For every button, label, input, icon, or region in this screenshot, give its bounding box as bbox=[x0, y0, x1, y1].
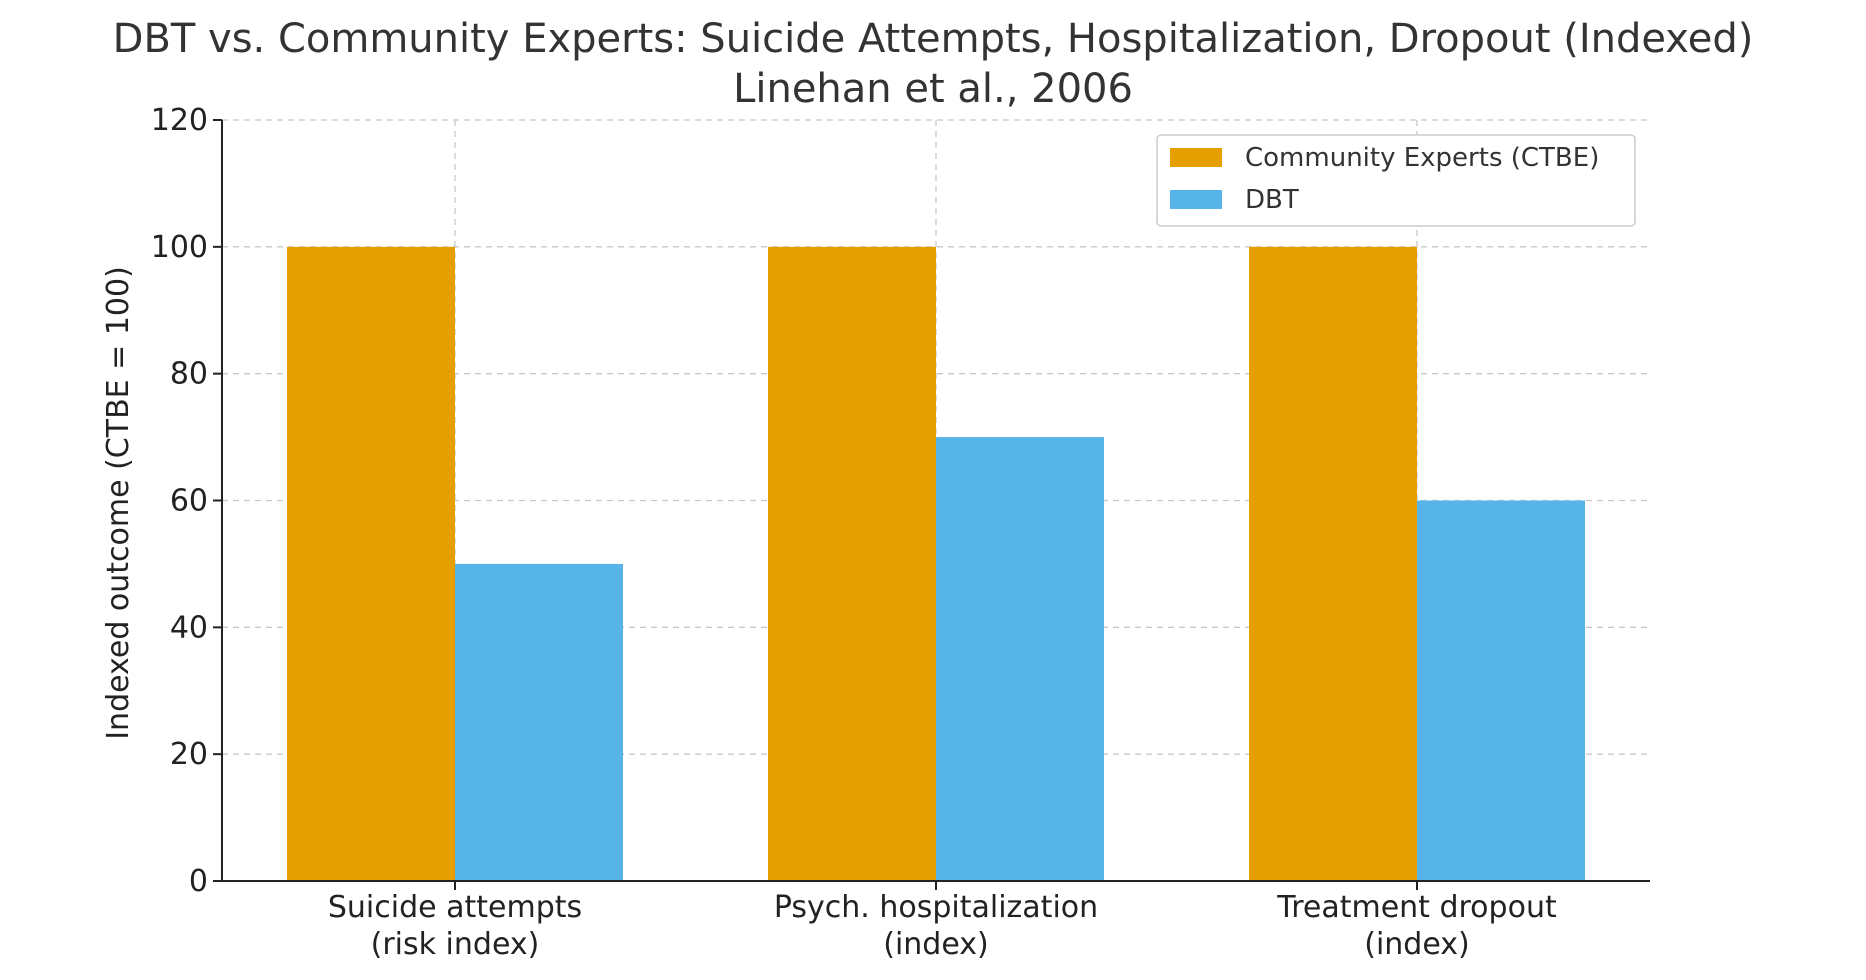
x-ticks: Suicide attempts(risk index) Psych. hospi… bbox=[328, 881, 1557, 962]
x-tick-label: (index) bbox=[1364, 927, 1469, 962]
bar-ctbe-1 bbox=[768, 246, 936, 882]
x-tick-label: (index) bbox=[883, 927, 988, 962]
legend-swatch-dbt bbox=[1170, 190, 1222, 209]
x-tick-label: (risk index) bbox=[371, 927, 540, 962]
bars bbox=[287, 246, 1585, 882]
y-tick-label: 40 bbox=[170, 610, 208, 645]
legend-label-ctbe: Community Experts (CTBE) bbox=[1245, 143, 1599, 173]
bar-ctbe-0 bbox=[287, 246, 455, 882]
x-tick-label: Psych. hospitalization bbox=[774, 890, 1098, 925]
bar-dbt-1 bbox=[936, 437, 1104, 881]
bar-dbt-2 bbox=[1417, 500, 1585, 881]
legend-label-dbt: DBT bbox=[1245, 185, 1299, 215]
legend: Community Experts (CTBE) DBT bbox=[1156, 134, 1636, 227]
x-tick-label: Treatment dropout bbox=[1276, 890, 1557, 925]
chart-subtitle: Linehan et al., 2006 bbox=[733, 66, 1133, 112]
bar-dbt-0 bbox=[455, 563, 623, 881]
y-tick-label: 60 bbox=[170, 484, 208, 519]
y-tick-label: 80 bbox=[170, 357, 208, 392]
y-tick-label: 120 bbox=[151, 103, 208, 138]
y-tick-label: 100 bbox=[151, 230, 208, 265]
legend-swatch-ctbe bbox=[1170, 148, 1222, 167]
y-tick-label: 0 bbox=[189, 864, 208, 899]
chart-title-group: DBT vs. Community Experts: Suicide Attem… bbox=[113, 16, 1754, 112]
y-axis-label: Indexed outcome (CTBE = 100) bbox=[101, 266, 136, 740]
x-tick-label: Suicide attempts bbox=[328, 890, 582, 925]
bar-ctbe-2 bbox=[1249, 246, 1417, 882]
legend-frame bbox=[1156, 134, 1636, 227]
y-ticks: 0 20 40 60 80 100 120 bbox=[151, 103, 222, 899]
y-tick-label: 20 bbox=[170, 737, 208, 772]
chart-title: DBT vs. Community Experts: Suicide Attem… bbox=[113, 16, 1754, 62]
